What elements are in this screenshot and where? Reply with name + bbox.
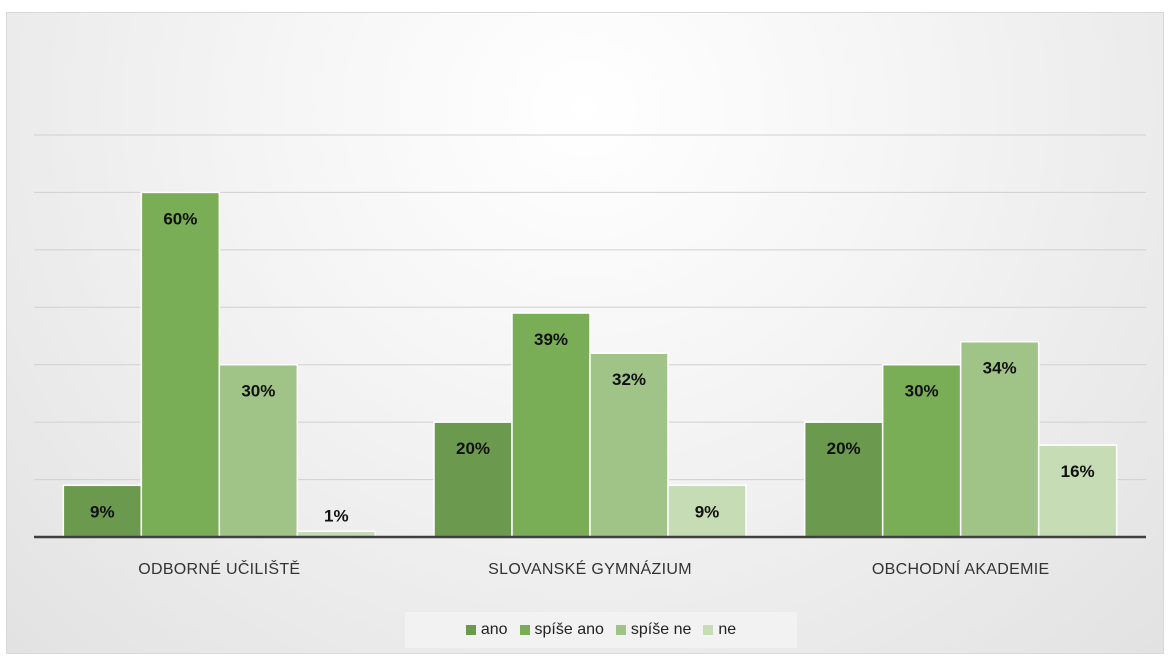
legend-item: ne bbox=[703, 621, 736, 639]
bar-spíše-ne-3 bbox=[959, 340, 1040, 538]
category-label: SLOVANSKÉ GYMNÁZIUM bbox=[488, 559, 692, 578]
bar-ano-3 bbox=[803, 421, 884, 538]
data-label: 32% bbox=[612, 370, 646, 389]
legend-label: spíše ne bbox=[630, 621, 692, 638]
data-label: 1% bbox=[324, 506, 349, 525]
data-label: 34% bbox=[983, 359, 1017, 378]
data-label: 30% bbox=[241, 382, 275, 401]
legend-swatch bbox=[465, 625, 476, 635]
bar-spíše-ano-1 bbox=[140, 191, 221, 538]
data-label: 20% bbox=[456, 439, 490, 458]
bar-ano-1 bbox=[62, 484, 143, 538]
legend-item: spíše ano bbox=[519, 621, 604, 639]
data-label: 9% bbox=[695, 502, 720, 521]
legend-label: ano bbox=[480, 621, 508, 638]
legend-item: ano bbox=[465, 621, 508, 639]
bar-spíše-ne-1 bbox=[218, 363, 299, 538]
data-label: 9% bbox=[90, 502, 115, 521]
category-label: OBCHODNÍ AKADEMIE bbox=[872, 559, 1050, 578]
legend-item: spíše ne bbox=[615, 621, 692, 639]
data-label: 20% bbox=[827, 439, 861, 458]
legend-swatch bbox=[615, 625, 626, 635]
data-label: 39% bbox=[534, 330, 568, 349]
data-label: 30% bbox=[905, 382, 939, 401]
chart-legend: ano spíše ano spíše ne ne bbox=[405, 612, 797, 648]
category-label: ODBORNÉ UČILIŠTĚ bbox=[138, 559, 300, 578]
legend-swatch bbox=[519, 625, 530, 635]
bar-ne-3 bbox=[1037, 444, 1118, 538]
bar-ano-2 bbox=[433, 421, 513, 538]
bar-spíše-ne-2 bbox=[589, 352, 669, 538]
legend-label: ne bbox=[718, 621, 737, 638]
data-label: 60% bbox=[163, 209, 197, 228]
legend-label: spíše ano bbox=[534, 621, 604, 638]
data-label: 16% bbox=[1061, 462, 1095, 481]
legend-swatch bbox=[703, 625, 714, 635]
